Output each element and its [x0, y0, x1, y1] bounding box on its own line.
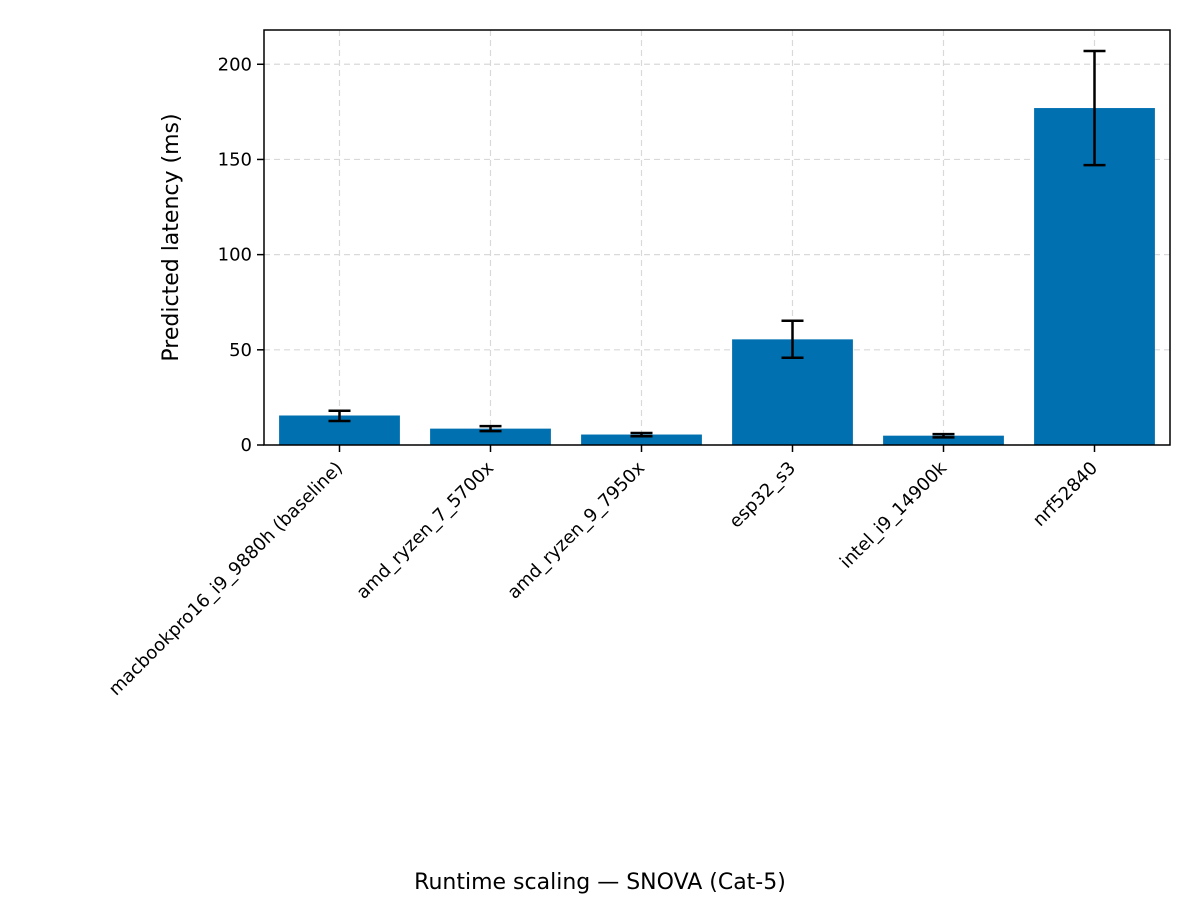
bar [883, 435, 1004, 445]
chart-title: Runtime scaling — SNOVA (Cat-5) [414, 870, 786, 895]
y-tick-label: 50 [229, 340, 252, 361]
bar [430, 428, 551, 445]
y-axis-label: Predicted latency (ms) [159, 113, 184, 361]
bar [581, 434, 702, 445]
y-tick-label: 100 [218, 245, 252, 266]
y-axis-ticks: 0 50 100 150 200 [218, 54, 264, 456]
y-tick-label: 0 [241, 435, 252, 456]
y-tick-label: 150 [218, 149, 252, 170]
error-layer [328, 49, 1106, 439]
plot-frame [263, 29, 1171, 446]
y-tick-label: 200 [218, 54, 252, 75]
